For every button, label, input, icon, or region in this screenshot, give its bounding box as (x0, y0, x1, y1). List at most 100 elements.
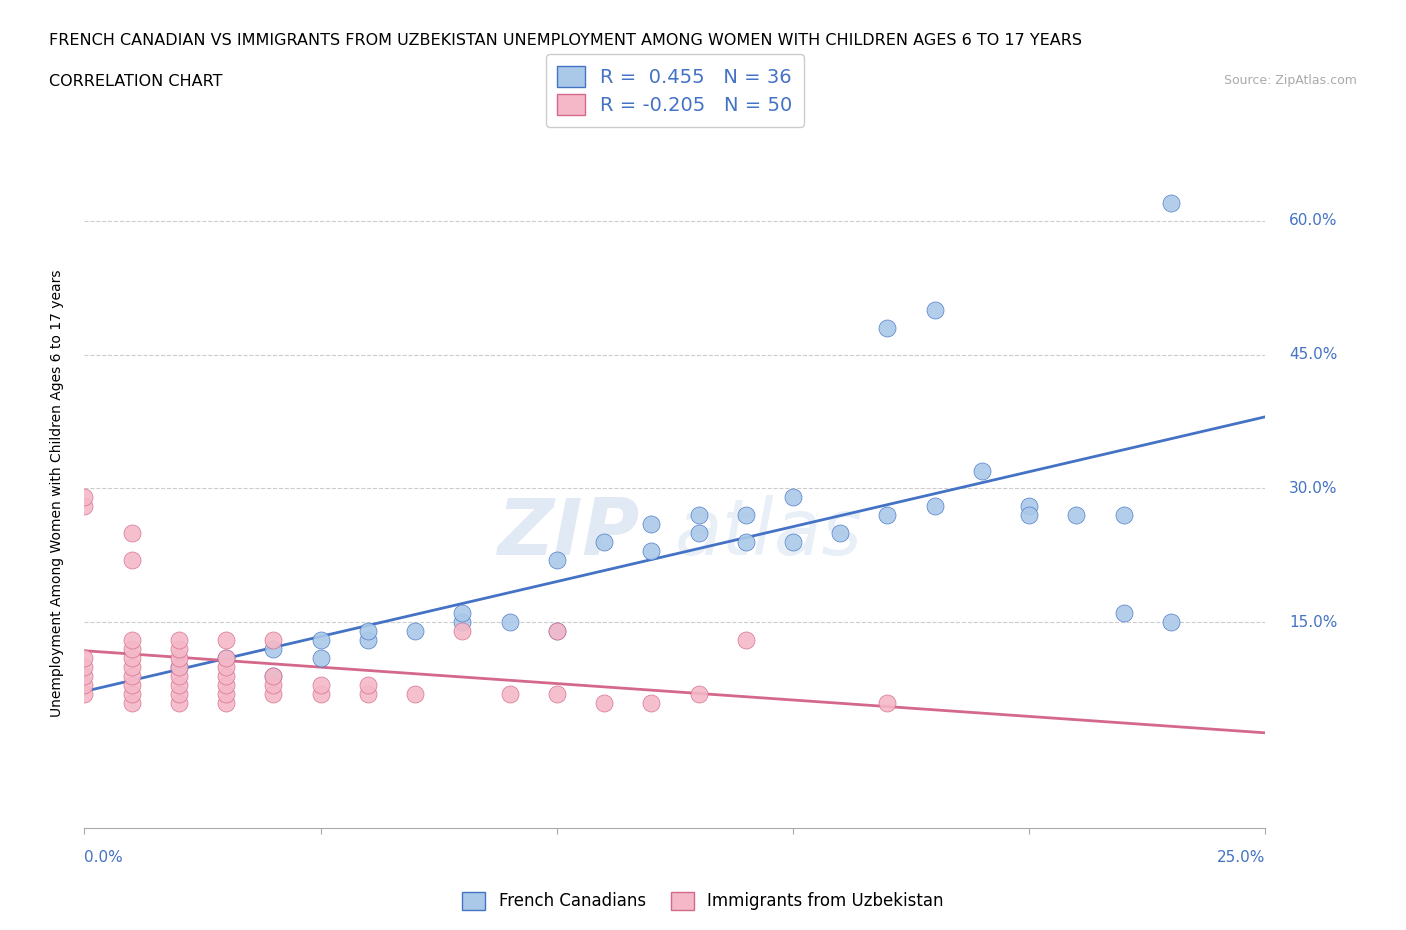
Point (876, 508, 898, 523)
Point (640, 543, 662, 558)
Point (1018, 508, 1040, 523)
Point (121, 686, 143, 701)
Point (640, 696, 662, 711)
Point (215, 686, 238, 701)
Point (309, 677, 332, 692)
Point (451, 624, 474, 639)
Point (1112, 508, 1135, 523)
Text: CORRELATION CHART: CORRELATION CHART (49, 74, 222, 89)
Point (924, 302, 946, 317)
Text: 25.0%: 25.0% (1218, 850, 1265, 865)
Point (924, 498, 946, 513)
Point (167, 659, 190, 674)
Point (121, 642, 143, 657)
Text: 0.0%: 0.0% (84, 850, 124, 865)
Point (121, 659, 143, 674)
Point (404, 686, 426, 701)
Point (309, 686, 332, 701)
Text: Source: ZipAtlas.com: Source: ZipAtlas.com (1223, 74, 1357, 87)
Point (262, 642, 284, 657)
Point (309, 651, 332, 666)
Point (451, 606, 474, 621)
Point (404, 624, 426, 639)
Point (262, 632, 284, 647)
Point (640, 517, 662, 532)
Point (262, 669, 284, 684)
Point (167, 651, 190, 666)
Point (357, 686, 380, 701)
Point (1018, 498, 1040, 513)
Point (73, 498, 96, 513)
Point (970, 463, 993, 478)
Point (262, 686, 284, 701)
Point (121, 552, 143, 567)
Point (215, 651, 238, 666)
Point (167, 642, 190, 657)
Point (782, 535, 804, 550)
Text: ZIP: ZIP (498, 495, 640, 571)
Point (734, 535, 756, 550)
Point (167, 669, 190, 684)
Point (546, 552, 568, 567)
Point (357, 624, 380, 639)
Text: atlas: atlas (675, 495, 863, 571)
Point (167, 677, 190, 692)
Text: 30.0%: 30.0% (1289, 481, 1337, 496)
Point (167, 686, 190, 701)
Point (1066, 508, 1088, 523)
Point (73, 677, 96, 692)
Point (451, 615, 474, 630)
Point (1160, 195, 1182, 210)
Point (73, 686, 96, 701)
Point (121, 669, 143, 684)
Point (357, 677, 380, 692)
Point (215, 696, 238, 711)
Text: FRENCH CANADIAN VS IMMIGRANTS FROM UZBEKISTAN UNEMPLOYMENT AMONG WOMEN WITH CHIL: FRENCH CANADIAN VS IMMIGRANTS FROM UZBEK… (49, 33, 1083, 47)
Point (876, 320, 898, 335)
Text: 15.0%: 15.0% (1289, 615, 1337, 630)
Point (546, 686, 568, 701)
Point (215, 659, 238, 674)
Point (73, 490, 96, 505)
Text: 45.0%: 45.0% (1289, 347, 1337, 362)
Point (1112, 606, 1135, 621)
Point (593, 535, 616, 550)
Point (167, 696, 190, 711)
Point (498, 686, 520, 701)
Text: 60.0%: 60.0% (1289, 213, 1337, 228)
Point (121, 632, 143, 647)
Point (876, 696, 898, 711)
Point (215, 669, 238, 684)
Point (215, 677, 238, 692)
Point (734, 508, 756, 523)
Point (546, 624, 568, 639)
Point (262, 669, 284, 684)
Point (782, 490, 804, 505)
Point (121, 525, 143, 540)
Point (121, 651, 143, 666)
Point (688, 525, 710, 540)
Point (593, 696, 616, 711)
Point (167, 659, 190, 674)
Point (73, 651, 96, 666)
Point (73, 659, 96, 674)
Point (73, 669, 96, 684)
Y-axis label: Unemployment Among Women with Children Ages 6 to 17 years: Unemployment Among Women with Children A… (49, 269, 63, 717)
Point (121, 677, 143, 692)
Point (1160, 615, 1182, 630)
Point (734, 632, 756, 647)
Point (215, 651, 238, 666)
Point (546, 624, 568, 639)
Point (830, 525, 852, 540)
Point (121, 696, 143, 711)
Point (167, 632, 190, 647)
Point (309, 632, 332, 647)
Legend: R =  0.455   N = 36, R = -0.205   N = 50: R = 0.455 N = 36, R = -0.205 N = 50 (546, 54, 804, 126)
Point (215, 632, 238, 647)
Point (357, 632, 380, 647)
Point (498, 615, 520, 630)
Legend: French Canadians, Immigrants from Uzbekistan: French Canadians, Immigrants from Uzbeki… (456, 885, 950, 917)
Point (688, 508, 710, 523)
Point (688, 686, 710, 701)
Point (262, 677, 284, 692)
